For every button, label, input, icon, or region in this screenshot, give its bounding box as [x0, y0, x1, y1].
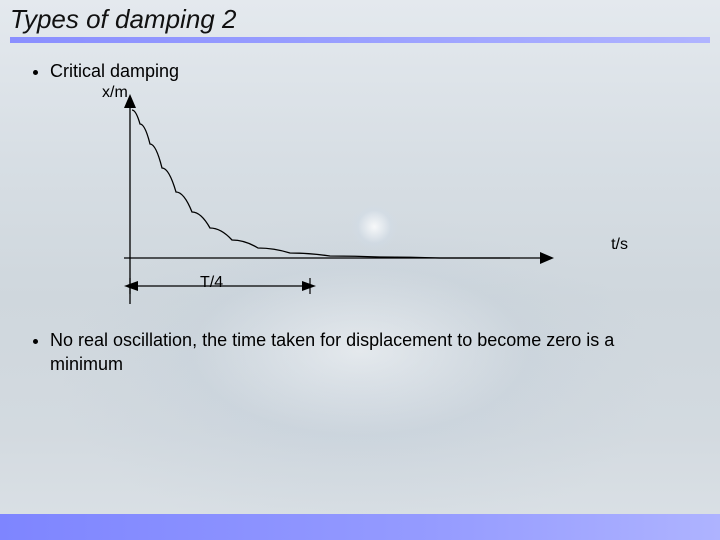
period-bracket-arrow-right	[302, 281, 316, 291]
bullet-description: No real oscillation, the time taken for …	[50, 328, 692, 377]
decay-curve	[132, 110, 510, 258]
title-bar: Types of damping 2	[0, 0, 720, 43]
y-axis-arrowhead	[124, 94, 136, 108]
period-bracket-arrow-left	[124, 281, 138, 291]
slide-title: Types of damping 2	[10, 4, 710, 37]
damping-chart: x/m t/s T/4	[80, 88, 620, 308]
bullet-list: Critical damping	[28, 61, 692, 82]
bullet-critical-damping: Critical damping	[50, 61, 692, 82]
bullet-list-2: No real oscillation, the time taken for …	[28, 328, 692, 377]
title-underline	[10, 37, 710, 43]
slide-content: Critical damping x/m t/s T/4 No real osc…	[0, 43, 720, 377]
footer-bar	[0, 514, 720, 540]
x-axis-arrowhead	[540, 252, 554, 264]
chart-svg	[80, 88, 620, 308]
